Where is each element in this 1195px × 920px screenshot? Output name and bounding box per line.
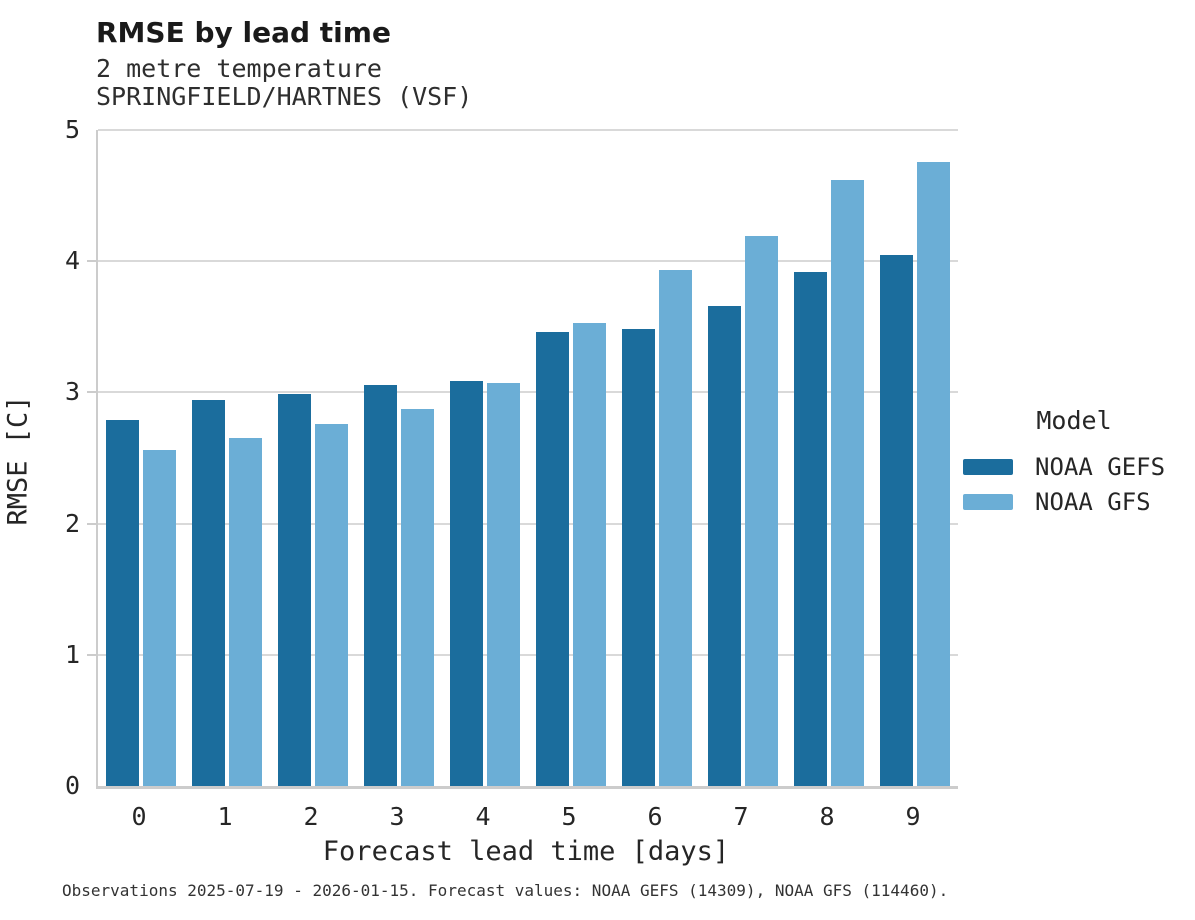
legend-label: NOAA GFS: [1035, 487, 1151, 516]
bar-noaa-gfs-lead-8: [831, 179, 864, 786]
bar-noaa-gfs-lead-6: [659, 270, 692, 786]
bar-noaa-gfs-lead-5: [573, 322, 606, 786]
x-tick-label-2: 2: [303, 802, 319, 831]
y-axis-label: RMSE [C]: [2, 395, 34, 526]
y-tick-mark-1: [87, 653, 96, 656]
y-tick-label-5: 5: [64, 115, 80, 144]
legend-label: NOAA GEFS: [1035, 452, 1166, 481]
bar-noaa-gfs-lead-7: [745, 236, 778, 786]
bar-noaa-gefs-lead-8: [794, 271, 827, 786]
bar-noaa-gefs-lead-2: [278, 393, 311, 786]
bar-noaa-gefs-lead-9: [880, 254, 913, 786]
bar-noaa-gfs-lead-1: [229, 438, 262, 786]
x-tick-label-7: 7: [733, 802, 749, 831]
x-tick-label-4: 4: [475, 802, 491, 831]
y-tick-mark-2: [87, 522, 96, 525]
bar-noaa-gefs-lead-1: [192, 400, 225, 786]
y-tick-label-0: 0: [64, 771, 80, 800]
x-tick-label-3: 3: [389, 802, 405, 831]
bar-noaa-gefs-lead-5: [536, 332, 569, 786]
legend: Model NOAA GEFS NOAA GFS: [963, 406, 1185, 519]
bar-noaa-gefs-lead-7: [708, 305, 741, 786]
gridline-y-1: [98, 653, 958, 656]
chart-subtitle-line1: 2 metre temperature: [96, 54, 382, 83]
y-tick-mark-3: [87, 391, 96, 394]
x-tick-label-1: 1: [217, 802, 233, 831]
y-tick-mark-4: [87, 260, 96, 263]
legend-title: Model: [1036, 406, 1112, 435]
legend-entry: NOAA GFS: [963, 484, 1185, 519]
x-tick-label-0: 0: [131, 802, 147, 831]
bar-noaa-gfs-lead-0: [143, 450, 176, 786]
y-tick-label-4: 4: [64, 246, 80, 276]
gridline-y-4: [98, 260, 958, 263]
bar-noaa-gefs-lead-0: [106, 419, 139, 786]
y-tick-label-3: 3: [64, 377, 80, 407]
bar-noaa-gfs-lead-3: [401, 409, 434, 786]
bar-noaa-gefs-lead-4: [450, 380, 483, 786]
bar-noaa-gfs-lead-9: [917, 161, 950, 786]
bar-noaa-gfs-lead-4: [487, 383, 520, 786]
bar-noaa-gfs-lead-2: [315, 423, 348, 786]
y-tick-label-1: 1: [64, 639, 80, 669]
caption: Observations 2025-07-19 - 2026-01-15. Fo…: [62, 881, 949, 900]
legend-entry: NOAA GEFS: [963, 449, 1185, 484]
bar-noaa-gefs-lead-3: [364, 384, 397, 786]
x-tick-label-8: 8: [819, 802, 835, 831]
gridline-y-3: [98, 391, 958, 394]
x-tick-label-9: 9: [905, 802, 921, 831]
gridline-y-2: [98, 522, 958, 525]
chart-title: RMSE by lead time: [96, 16, 391, 49]
x-tick-label-6: 6: [647, 802, 663, 831]
chart-subtitle-line2: SPRINGFIELD/HARTNES (VSF): [96, 82, 473, 111]
bar-noaa-gefs-lead-6: [622, 329, 655, 786]
gridline-y-5: [98, 129, 958, 131]
x-tick-label-5: 5: [561, 802, 577, 831]
legend-swatch-noaa-gefs: [963, 458, 1013, 475]
legend-swatch-noaa-gfs: [963, 493, 1013, 510]
y-tick-label-2: 2: [64, 508, 80, 538]
plot-area: [96, 129, 958, 789]
x-axis-label: Forecast lead time [days]: [322, 836, 730, 867]
